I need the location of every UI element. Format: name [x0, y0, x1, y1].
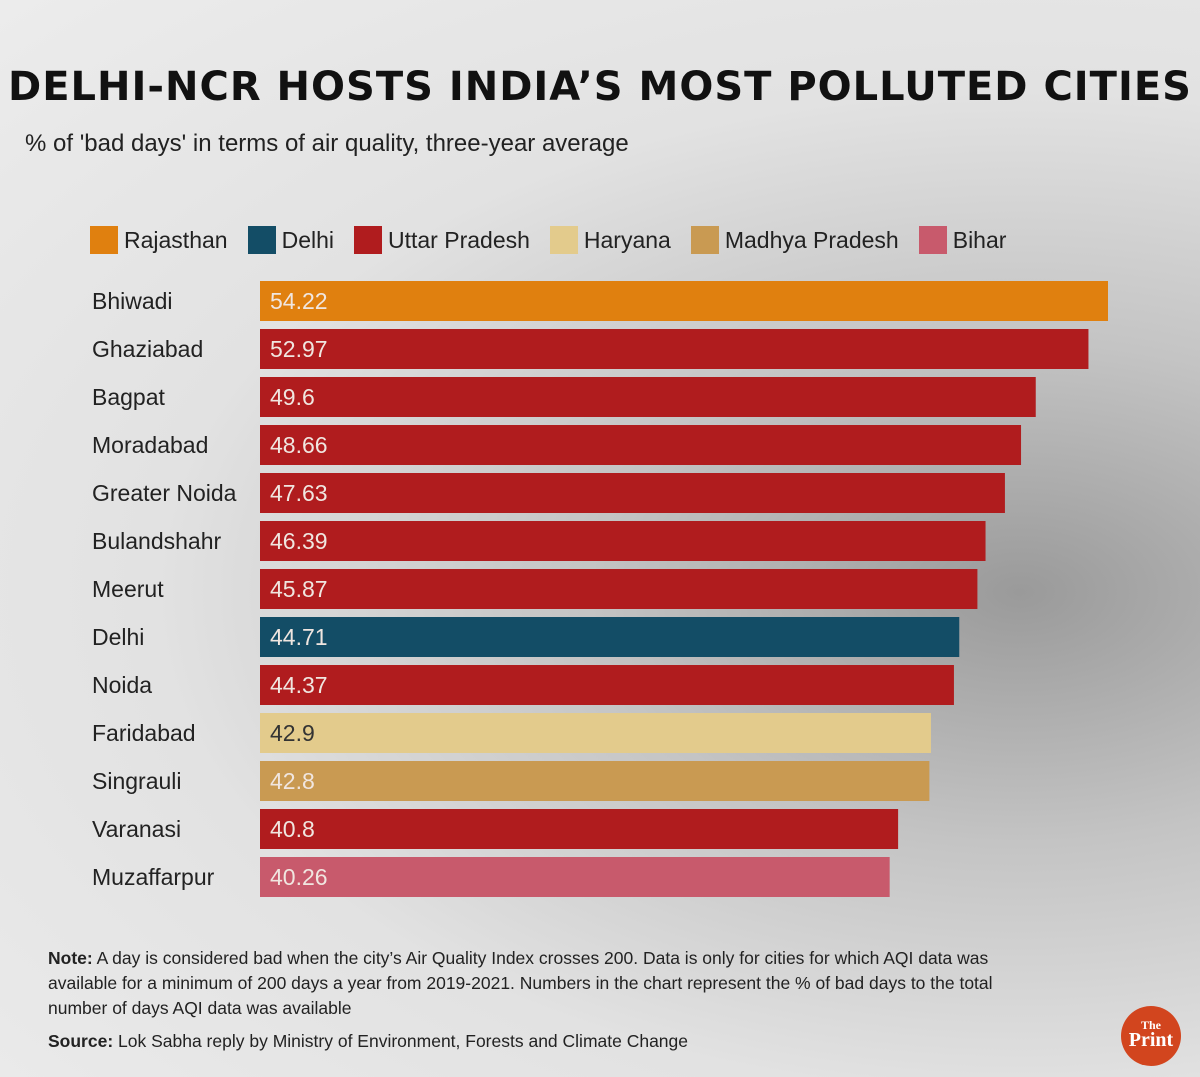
bar [260, 713, 931, 753]
bar [260, 377, 1036, 417]
legend-item: Bihar [918, 226, 1007, 254]
legend-label: Bihar [952, 226, 1007, 253]
category-label: Muzaffarpur [92, 864, 215, 890]
chart-title: DELHI-NCR HOSTS INDIA’S MOST POLLUTED CI… [8, 64, 1192, 110]
legend-swatch [247, 226, 276, 254]
data-label: 44.71 [270, 624, 328, 650]
data-label: 54.22 [270, 288, 328, 314]
category-label: Ghaziabad [92, 336, 203, 362]
category-label: Greater Noida [92, 480, 237, 506]
source-label: Source: [48, 1031, 114, 1051]
bar [260, 425, 1022, 465]
bar [260, 617, 960, 657]
legend-item: Madhya Pradesh [690, 226, 899, 254]
bar [260, 473, 1005, 513]
legend-label: Rajasthan [124, 226, 228, 253]
category-label: Bhiwadi [92, 288, 173, 314]
bar [260, 761, 930, 801]
data-label: 52.97 [270, 336, 328, 362]
bar [260, 329, 1089, 369]
category-label: Delhi [92, 624, 144, 650]
legend-item: Uttar Pradesh [354, 226, 530, 254]
note-label: Note: [48, 948, 93, 968]
data-label: 40.8 [270, 816, 315, 842]
note-text: A day is considered bad when the city’s … [48, 948, 993, 1018]
data-label: 44.37 [270, 672, 328, 698]
chart-subtitle: % of 'bad days' in terms of air quality,… [25, 130, 629, 157]
data-label: 42.8 [270, 768, 315, 794]
legend: Rajasthan Delhi Uttar Pradesh Haryana Madhya… [90, 226, 1026, 254]
data-label: 42.9 [270, 720, 315, 746]
category-label: Singrauli [92, 768, 182, 794]
legend-swatch [90, 226, 118, 254]
category-label: Varanasi [92, 816, 181, 842]
note: Note: A day is considered bad when the c… [48, 946, 998, 1021]
category-label: Meerut [92, 576, 164, 602]
source-text: Lok Sabha reply by Ministry of Environme… [113, 1031, 689, 1051]
data-label: 45.87 [270, 576, 328, 602]
bar [260, 521, 986, 561]
data-label: 49.6 [270, 384, 315, 410]
bar [260, 665, 954, 705]
bar [260, 281, 1108, 321]
legend-swatch [354, 226, 382, 254]
category-label: Faridabad [92, 720, 196, 746]
data-label: 47.63 [270, 480, 328, 506]
legend-label: Delhi [281, 226, 334, 253]
legend-label: Madhya Pradesh [724, 226, 899, 253]
category-label: Bulandshahr [92, 528, 221, 554]
legend-label: Haryana [583, 226, 671, 253]
legend-item: Rajasthan [90, 226, 228, 254]
legend-label: Uttar Pradesh [388, 226, 530, 253]
legend-item: Delhi [247, 226, 334, 254]
legend-swatch [549, 226, 578, 254]
data-label: 46.39 [270, 528, 328, 554]
bar [260, 857, 890, 897]
category-label: Noida [92, 672, 152, 698]
category-label: Bagpat [92, 384, 166, 410]
legend-swatch [918, 226, 947, 254]
source: Source: Lok Sabha reply by Ministry of E… [48, 1031, 688, 1052]
data-label: 48.66 [270, 432, 328, 458]
bar [260, 809, 899, 849]
legend-item: Haryana [549, 226, 671, 254]
theprint-logo: The Print [1121, 1006, 1181, 1066]
legend-swatch [690, 226, 719, 254]
data-label: 40.26 [270, 864, 328, 890]
logo-line2: Print [1128, 1029, 1174, 1051]
category-label: Moradabad [92, 432, 208, 458]
bar [260, 569, 978, 609]
logo-line1: The [1140, 1018, 1161, 1032]
